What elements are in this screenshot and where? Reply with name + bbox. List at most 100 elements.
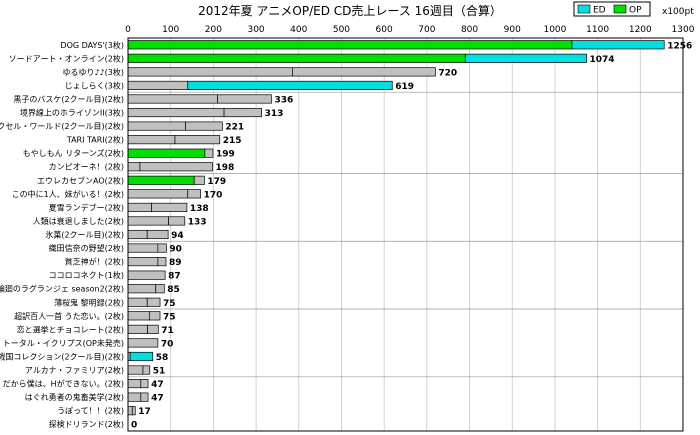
bar-segment-other	[127, 338, 159, 348]
total-label: 70	[161, 339, 174, 349]
bar-segment-other	[127, 135, 176, 145]
bar-segment-ed	[129, 351, 154, 362]
bar-segment-other	[140, 379, 149, 389]
total-label: 619	[395, 82, 414, 92]
x-tick-label: 900	[504, 25, 521, 35]
category-label: TARI TARI(2枚)	[66, 135, 124, 145]
category-label: ソードアート・オンライン(2枚)	[9, 53, 124, 63]
category-label: アクセル・ワールド(2クール目)(2枚)	[0, 121, 124, 131]
total-label: 198	[216, 163, 235, 173]
bars	[127, 40, 683, 416]
category-label: トータル・イクリプス(OP未発売)	[3, 338, 124, 348]
total-label: 0	[131, 421, 137, 431]
total-label: 71	[161, 326, 174, 336]
total-label: 1256	[667, 41, 692, 51]
category-label: カンピオーネ！(2枚)	[49, 162, 124, 172]
category-labels: DOG DAYS'(3枚) ソードアート・オンライン(2枚) ゆるゆり♪♪(3枚) じ…	[0, 40, 124, 429]
total-label: 85	[167, 285, 180, 295]
bar-segment-other	[157, 257, 167, 267]
x-tick-label: 1300	[672, 25, 695, 35]
total-label: 1074	[590, 55, 615, 65]
bar-segment-other	[127, 311, 150, 321]
bar-segment-other	[223, 107, 262, 118]
legend-box	[573, 1, 651, 17]
x-tick-label: 600	[376, 25, 393, 35]
x-tick-label: 1000	[543, 25, 566, 35]
category-label: だから僕は、Hができない。(2枚)	[3, 379, 124, 389]
bar-segment-other	[187, 189, 201, 199]
category-label: 戦国コレクション(2クール目)(2枚)	[0, 351, 124, 361]
category-label: 織田信奈の野望(2枚)	[49, 243, 124, 253]
bar-segment-other	[127, 406, 133, 416]
bar-segment-other	[146, 297, 161, 307]
legend-swatch-op	[613, 4, 627, 14]
category-label: アルカナ・ファミリア(2枚)	[25, 365, 124, 375]
bar-segment-other	[127, 297, 148, 307]
x-tick-label: 700	[418, 25, 435, 35]
bar-segment-other	[131, 406, 136, 416]
bar-segment-other	[142, 365, 151, 375]
x-tick-label: 300	[247, 25, 264, 35]
bar-segment-other	[127, 379, 142, 389]
bar-segment-other	[127, 162, 141, 172]
total-label: 47	[151, 380, 164, 390]
total-label: 215	[223, 136, 242, 146]
bar-segment-other	[139, 162, 213, 172]
legend: ED OP	[573, 1, 651, 17]
bar-segment-other	[148, 311, 161, 321]
bar-segment-other	[127, 80, 189, 90]
bar-segment-other	[127, 94, 219, 104]
x-tick-label: 1100	[586, 25, 609, 35]
total-label: 89	[169, 258, 182, 268]
x-axis-ticks: 0 100 200 300 400 500 600 700 800 900 1000 1100 1200…	[125, 25, 695, 35]
total-label: 94	[171, 231, 184, 241]
total-label: 51	[153, 367, 166, 377]
category-label: 超訳百人一首 うた恋い。(2枚)	[14, 311, 124, 321]
total-labels: 1256 1074 720 619 336 313 221 215 199 198 179 170 13…	[131, 41, 692, 430]
total-label: 138	[190, 204, 209, 214]
bar-segment-ed	[571, 40, 665, 50]
bar-segment-other	[127, 243, 159, 253]
x-tick-label: 500	[333, 25, 350, 35]
category-label: ココロコネクト(1枚)	[49, 270, 124, 280]
total-label: 199	[216, 150, 235, 160]
category-label: 黒子のバスケ(2クール目)(2枚)	[13, 94, 124, 104]
plot-frame	[127, 37, 684, 432]
total-label: 133	[188, 217, 207, 227]
category-label: 貧乏神が！(2枚)	[65, 257, 124, 267]
x-tick-label: 100	[162, 25, 179, 35]
bar-segment-other	[193, 175, 205, 185]
total-label: 17	[138, 407, 151, 417]
bar-segment-ed	[464, 53, 587, 63]
bar-segment-other	[185, 121, 223, 131]
bar-segment-op	[127, 53, 466, 63]
total-label: 90	[169, 245, 182, 255]
category-label: 境界線上のホライゾンII(3枚)	[20, 108, 124, 118]
bar-segment-other	[127, 189, 189, 199]
total-label: 221	[225, 123, 244, 133]
x-tick-label: 400	[290, 25, 307, 35]
bar-segment-other	[127, 107, 225, 118]
bar-segment-other	[127, 284, 157, 294]
bar-segment-other	[217, 94, 272, 104]
category-label: 氷菓(2クール目)(2枚)	[45, 230, 124, 240]
category-label: エウレカセブンAO(2枚)	[37, 175, 124, 185]
bar-segment-other	[127, 392, 142, 402]
bar-segment-other	[174, 135, 221, 145]
bar-segment-other	[204, 148, 214, 158]
category-label: 恋と選挙とチョコレート(2枚)	[17, 324, 124, 334]
total-label: 170	[204, 190, 223, 200]
bar-segment-other	[127, 257, 159, 267]
category-label: 探検ドリランド(2枚)	[49, 419, 124, 429]
bar-segment-other	[127, 324, 148, 334]
category-label: 人類は衰退しました(2枚)	[33, 216, 124, 226]
total-label: 58	[156, 353, 169, 363]
legend-label-ed: ED	[593, 6, 606, 16]
total-label: 313	[265, 109, 284, 119]
total-label: 336	[274, 95, 293, 105]
category-label: この中に1人、妹がいる！(2枚)	[12, 189, 124, 199]
bar-segment-other	[127, 121, 186, 131]
x-tick-label: 200	[205, 25, 222, 35]
bar-segment-other	[127, 270, 166, 280]
